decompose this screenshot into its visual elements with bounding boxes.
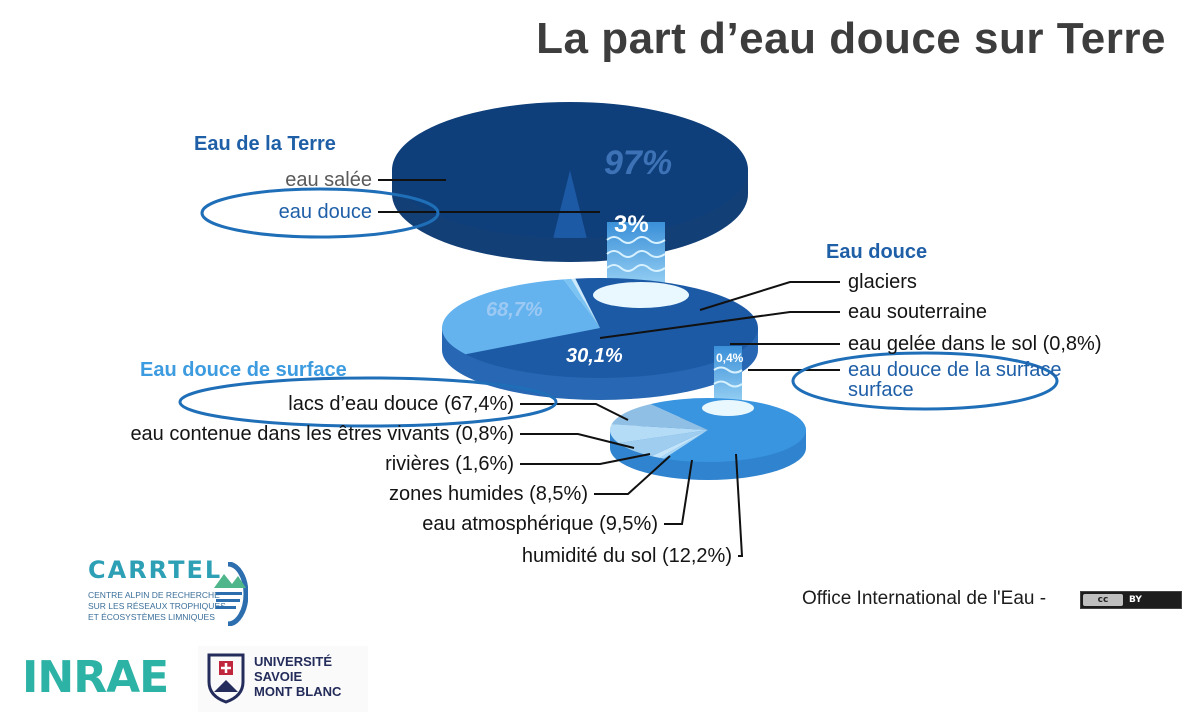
wave-icon xyxy=(606,250,666,258)
leader-line xyxy=(599,311,840,339)
label-frozen-soil: eau gelée dans le sol (0,8%) xyxy=(848,333,1102,355)
inrae-logo: INRAE xyxy=(22,652,169,703)
cc-license-text: cc xyxy=(1083,594,1123,606)
wave-icon xyxy=(713,380,743,388)
source-credit: Office International de l'Eau - xyxy=(802,588,1047,609)
mountain-lake-icon xyxy=(214,562,248,626)
waterfall-icon xyxy=(714,346,742,408)
highlight-ellipse xyxy=(791,351,1059,411)
label-wetlands: zones humides (8,5%) xyxy=(389,483,588,505)
splash-icon xyxy=(593,282,689,308)
label-glaciers: glaciers xyxy=(848,271,917,293)
label-groundwater: eau souterraine xyxy=(848,301,987,323)
value-label-surface-water: 0,4% xyxy=(716,351,744,365)
pie-slice-frozen-soil xyxy=(563,278,600,328)
pie-slice-wetlands xyxy=(618,430,708,457)
label-rivers: rivières (1,6%) xyxy=(385,453,514,475)
label-lakes: lacs d’eau douce (67,4%) xyxy=(288,393,514,415)
pie-title-earth: Eau de la Terre xyxy=(194,133,336,155)
carrtel-wordmark: CARRTEL xyxy=(88,556,223,584)
pie-slice-living-beings xyxy=(659,430,708,459)
label-fresh-water: eau douce xyxy=(279,201,372,223)
wave-icon xyxy=(606,264,666,272)
cc-by-license-badge: cc BY xyxy=(1080,591,1182,609)
leader-line xyxy=(699,281,840,311)
carrtel-subtitle-line: SUR LES RÉSEAUX TROPHIQUES xyxy=(88,601,226,611)
wave-icon xyxy=(606,236,666,244)
pie-slice-groundwater xyxy=(442,279,600,355)
label-soil-moisture: humidité du sol (12,2%) xyxy=(522,545,732,567)
cc-by-text: BY xyxy=(1129,595,1142,605)
usmb-logo: UNIVERSITÉ SAVOIE MONT BLANC xyxy=(198,646,368,712)
page-title: La part d’eau douce sur Terre xyxy=(536,14,1166,63)
label-living-beings: eau contenue dans les êtres vivants (0,8… xyxy=(130,423,514,445)
university-shield-icon xyxy=(207,653,245,704)
leader-line xyxy=(735,453,744,557)
usmb-name-line: MONT BLANC xyxy=(254,684,342,699)
carrtel-subtitle-line: CENTRE ALPIN DE RECHERCHE xyxy=(88,590,220,600)
pie-title-fresh: Eau douce xyxy=(826,241,927,263)
pie-slice-lakes xyxy=(650,398,806,462)
pie-title-surface: Eau douce de surface xyxy=(140,359,347,381)
usmb-name-line: UNIVERSITÉ xyxy=(254,654,333,669)
usmb-name: UNIVERSITÉ SAVOIE MONT BLANC xyxy=(254,654,341,699)
value-label-fresh-water: 3% xyxy=(614,211,649,238)
pie-slice-surface-water xyxy=(571,278,600,328)
leader-line xyxy=(520,453,651,465)
carrtel-subtitle-line: ET ÉCOSYSTÈMES LIMNIQUES xyxy=(88,612,215,622)
label-surface-water-line2: surface xyxy=(848,379,914,401)
pie-slice-salt-water xyxy=(391,101,748,238)
pie-slice-fresh-water xyxy=(553,170,587,238)
leader-line xyxy=(520,433,635,449)
splash-icon xyxy=(702,400,754,416)
leader-line xyxy=(520,403,629,421)
label-surface-water-line1: eau douce de la surface xyxy=(848,359,1062,381)
leader-line xyxy=(594,455,671,495)
leader-line xyxy=(664,459,693,525)
label-salt-water: eau salée xyxy=(285,169,372,191)
wave-icon xyxy=(713,366,743,374)
pie-slice-soil-moisture xyxy=(611,404,708,430)
usmb-name-line: SAVOIE xyxy=(254,669,303,684)
pie-slice-rivers xyxy=(651,430,708,458)
pie-slice-glaciers xyxy=(465,277,758,378)
value-label-groundwater: 30,1% xyxy=(566,345,623,367)
label-atmosphere: eau atmosphérique (9,5%) xyxy=(422,513,658,535)
highlight-ellipse xyxy=(178,376,558,428)
highlight-ellipse xyxy=(200,187,440,239)
value-label-glaciers: 68,7% xyxy=(486,299,543,321)
pie-slice-atmosphere xyxy=(610,424,708,444)
carrtel-logo: CARRTEL CENTRE ALPIN DE RECHERCHE SUR LE… xyxy=(84,556,254,636)
value-label-salt-water: 97% xyxy=(604,144,672,182)
carrtel-subtitle: CENTRE ALPIN DE RECHERCHE SUR LES RÉSEAU… xyxy=(88,590,226,623)
